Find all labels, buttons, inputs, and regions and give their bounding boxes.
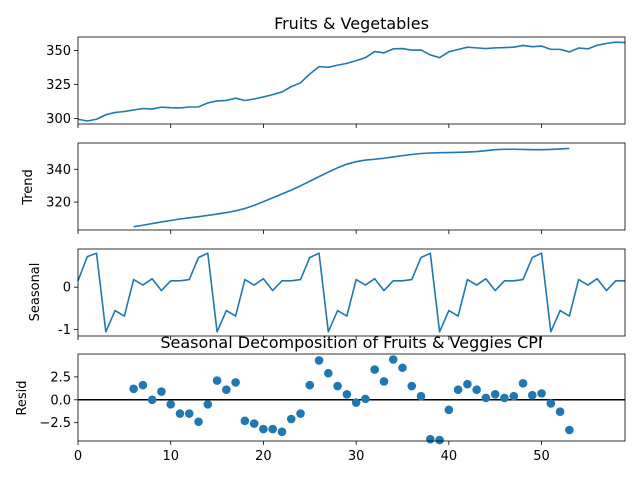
resid-point xyxy=(472,385,481,395)
resid-point xyxy=(333,381,342,391)
resid-point xyxy=(509,391,519,401)
resid-ytick-label: −2.5 xyxy=(39,416,71,431)
resid-point xyxy=(314,356,324,365)
seasonal-ytick-label: 0 xyxy=(63,281,71,296)
resid-point xyxy=(194,417,203,427)
trend-ytick-label: 340 xyxy=(46,163,71,178)
resid-point xyxy=(518,379,528,388)
resid-ytick-label: 2.5 xyxy=(50,370,71,385)
resid-point xyxy=(166,400,176,409)
resid-panel: −2.5 0.0 2.5 0 10 20 30 40 50 xyxy=(39,353,626,464)
resid-point xyxy=(249,419,259,428)
observed-title: Fruits & Vegetables xyxy=(274,14,429,33)
resid-point xyxy=(565,425,574,435)
resid-point xyxy=(222,385,231,395)
resid-point xyxy=(231,378,240,387)
resid-point xyxy=(286,414,296,424)
resid-point xyxy=(157,387,166,396)
resid-xtick-label: 0 xyxy=(74,449,82,464)
seasonal-axes-frame xyxy=(77,248,626,337)
resid-point xyxy=(463,379,472,389)
resid-point xyxy=(481,393,491,403)
observed-ytick-label: 350 xyxy=(46,44,71,59)
seasonal-series-line xyxy=(77,252,625,333)
resid-xtick-label: 40 xyxy=(441,449,458,464)
resid-point xyxy=(555,407,565,416)
resid-point xyxy=(444,405,454,415)
resid-point xyxy=(240,416,250,426)
resid-axes-frame xyxy=(77,353,626,442)
resid-point xyxy=(268,424,277,434)
resid-point xyxy=(407,381,417,391)
resid-point xyxy=(138,380,148,390)
trend-panel: 320 340 xyxy=(46,142,626,234)
resid-point xyxy=(277,427,287,437)
resid-point xyxy=(537,389,546,398)
resid-point xyxy=(490,389,500,399)
resid-point xyxy=(527,390,537,400)
resid-point xyxy=(147,395,157,405)
resid-xtick-label: 10 xyxy=(162,449,179,464)
resid-ylabel: Resid xyxy=(15,380,30,415)
resid-xtick-label: 20 xyxy=(255,449,272,464)
resid-point xyxy=(305,380,315,390)
resid-point xyxy=(435,435,444,445)
resid-point xyxy=(351,398,361,407)
trend-axes-frame xyxy=(77,142,626,231)
observed-axes-frame xyxy=(77,36,626,125)
observed-ytick-label: 325 xyxy=(46,78,71,93)
trend-ylabel: Trend xyxy=(21,169,36,206)
resid-point xyxy=(324,368,333,378)
resid-point xyxy=(416,391,426,401)
resid-point xyxy=(361,394,370,404)
resid-point xyxy=(388,355,398,364)
resid-point xyxy=(296,409,305,418)
resid-point xyxy=(129,384,138,394)
resid-point xyxy=(379,377,389,386)
seasonal-panel: -1 0 xyxy=(58,248,626,340)
resid-xtick-label: 30 xyxy=(348,449,365,464)
resid-xtick-label: 50 xyxy=(533,449,550,464)
resid-ytick-label: 0.0 xyxy=(50,393,71,408)
trend-series-line xyxy=(133,147,570,228)
resid-point xyxy=(184,409,194,418)
resid-point xyxy=(212,376,222,385)
observed-series-line xyxy=(77,41,626,122)
resid-point xyxy=(259,424,268,434)
resid-point xyxy=(453,385,463,395)
resid-point xyxy=(398,363,407,373)
figure-suptitle: Seasonal Decomposition of Fruits & Veggi… xyxy=(160,333,542,352)
resid-point xyxy=(203,400,213,409)
observed-panel: 300 325 350 xyxy=(46,36,626,128)
resid-point xyxy=(546,399,556,408)
observed-ytick-label: 300 xyxy=(46,112,71,127)
trend-ytick-label: 320 xyxy=(46,196,71,211)
resid-point xyxy=(426,434,435,444)
resid-point xyxy=(370,365,379,374)
seasonal-ytick-label: -1 xyxy=(58,323,71,338)
resid-point xyxy=(175,409,185,418)
resid-point xyxy=(500,393,509,403)
resid-point xyxy=(342,389,352,399)
seasonal-ylabel: Seasonal xyxy=(28,263,43,322)
